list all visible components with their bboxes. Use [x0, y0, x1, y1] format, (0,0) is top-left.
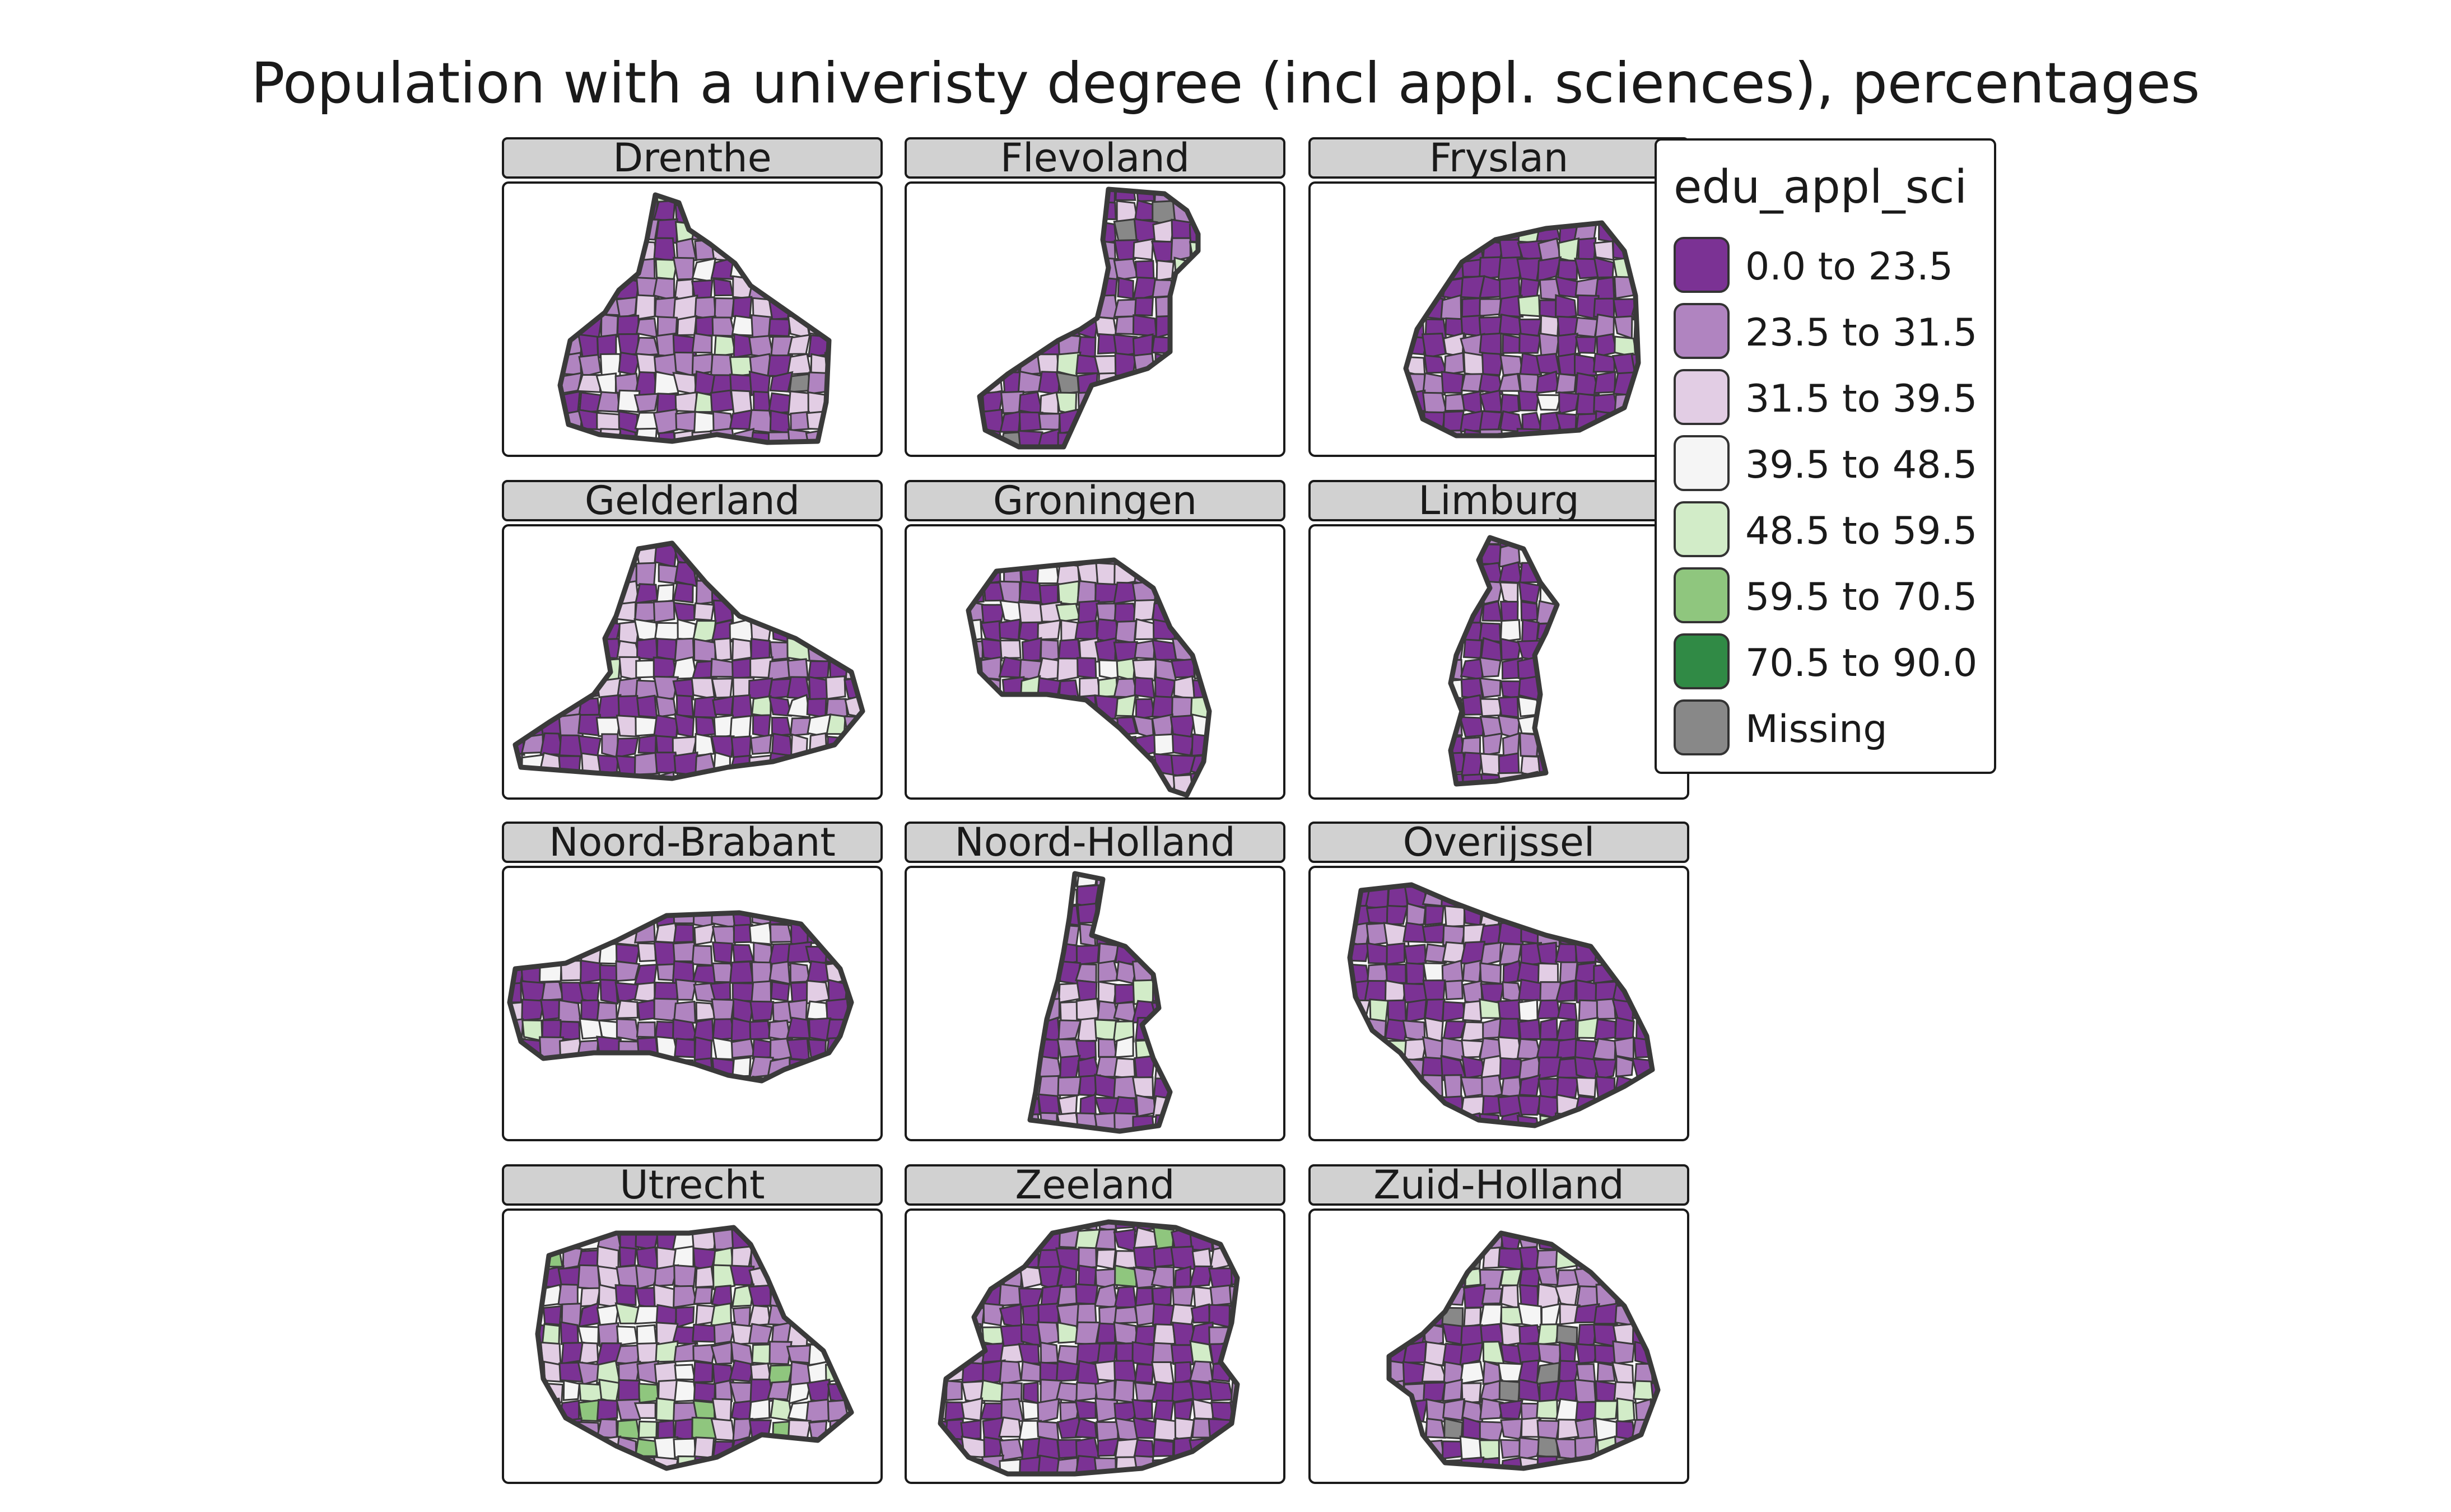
province-map: [1308, 524, 1689, 800]
province-map: [905, 524, 1285, 800]
legend-title: edu_appl_sci: [1674, 161, 1968, 214]
chart-title: Population with a univeristy degree (inc…: [251, 50, 2200, 116]
facet-strip-label: Zuid-Holland: [1308, 1164, 1689, 1206]
legend-item: 70.5 to 90.0: [1674, 633, 1987, 689]
province-map: [1308, 181, 1689, 457]
legend-swatch: [1674, 435, 1730, 491]
legend-label: 59.5 to 70.5: [1745, 575, 1978, 619]
facet-strip-label: Flevoland: [905, 137, 1285, 179]
legend-item: 0.0 to 23.5: [1674, 237, 1987, 293]
facet-strip-label: Noord-Brabant: [502, 822, 883, 863]
legend-label: Missing: [1745, 707, 1888, 752]
legend-item: Missing: [1674, 699, 1987, 755]
legend-label: 31.5 to 39.5: [1745, 377, 1978, 421]
legend-swatch: [1674, 699, 1730, 755]
legend-swatch: [1674, 501, 1730, 557]
province-map: [905, 181, 1285, 457]
facet-strip-label: Utrecht: [502, 1164, 883, 1206]
legend-label: 39.5 to 48.5: [1745, 443, 1978, 487]
facet-strip-label: Limburg: [1308, 480, 1689, 521]
legend-item: 31.5 to 39.5: [1674, 369, 1987, 425]
legend-label: 70.5 to 90.0: [1745, 641, 1978, 685]
province-map: [1308, 1208, 1689, 1484]
legend-swatch: [1674, 237, 1730, 293]
legend-label: 0.0 to 23.5: [1745, 245, 1954, 289]
facet-strip-label: Drenthe: [502, 137, 883, 179]
legend-swatch: [1674, 567, 1730, 623]
legend-label: 23.5 to 31.5: [1745, 311, 1978, 355]
legend-swatch: [1674, 303, 1730, 359]
legend-item: 23.5 to 31.5: [1674, 303, 1987, 359]
legend-item: 48.5 to 59.5: [1674, 501, 1987, 557]
province-map: [502, 181, 883, 457]
facet-strip-label: Noord-Holland: [905, 822, 1285, 863]
facet-strip-label: Zeeland: [905, 1164, 1285, 1206]
facet-strip-label: Overijssel: [1308, 822, 1689, 863]
facet-strip-label: Gelderland: [502, 480, 883, 521]
province-map: [502, 1208, 883, 1484]
facet-strip-label: Groningen: [905, 480, 1285, 521]
legend-swatch: [1674, 369, 1730, 425]
legend-swatch: [1674, 633, 1730, 689]
legend-label: 48.5 to 59.5: [1745, 509, 1978, 553]
province-map: [1308, 866, 1689, 1141]
facet-strip-label: Fryslan: [1308, 137, 1689, 179]
province-map: [502, 866, 883, 1141]
province-map: [502, 524, 883, 800]
legend-item: 59.5 to 70.5: [1674, 567, 1987, 623]
legend-item: 39.5 to 48.5: [1674, 435, 1987, 491]
legend: edu_appl_sci 0.0 to 23.5 23.5 to 31.5 31.5…: [1655, 138, 1996, 774]
province-map: [905, 866, 1285, 1141]
province-map: [905, 1208, 1285, 1484]
